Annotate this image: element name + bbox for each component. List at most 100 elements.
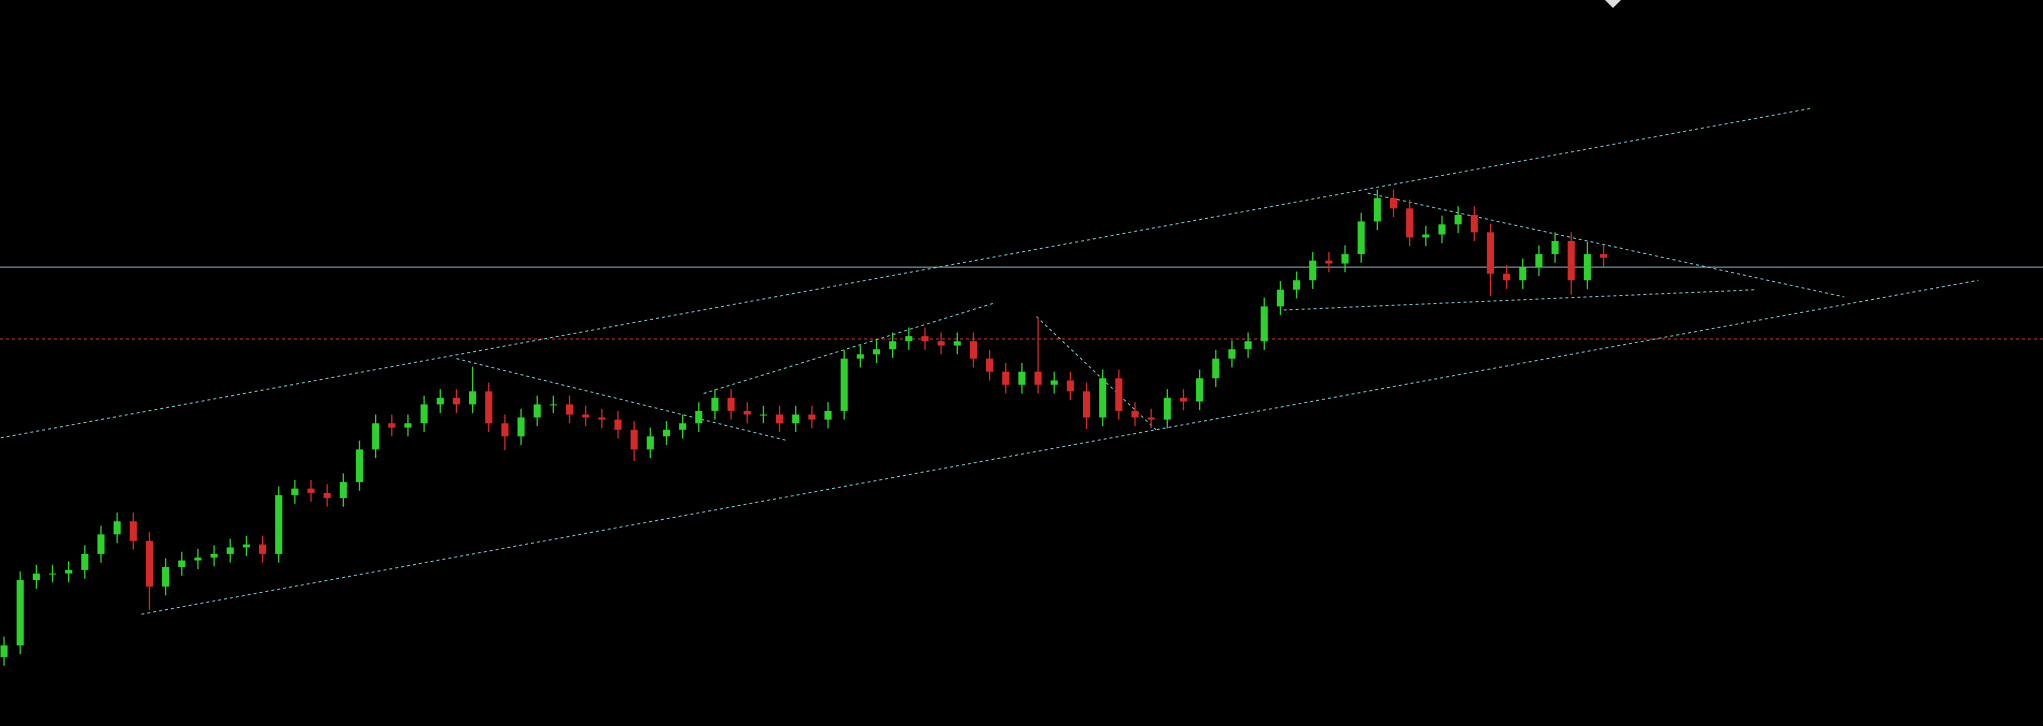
candle-body [258,544,267,554]
candle-body [856,354,864,359]
candle-body [178,560,186,568]
candle-body [953,341,961,346]
candle-body [81,553,89,570]
candle-body [614,419,622,430]
candle-body [549,404,557,406]
candle-body [1583,254,1591,281]
candle-body [1519,267,1527,281]
candle-body [1260,306,1268,342]
candle-body [1115,378,1123,411]
candle-body [743,410,751,415]
candle-body [1470,214,1478,233]
cursor-marker [1605,0,1621,8]
candle-body [1131,410,1139,418]
candle-body [0,645,8,658]
candle-body [1034,371,1042,385]
candle-body [1422,234,1430,238]
candle-body [1551,241,1559,255]
candle-body [194,557,202,561]
candle-body [889,341,897,350]
candle-body [1341,254,1349,264]
candle-body [937,341,945,346]
candle-body [1018,371,1026,385]
candle-body [598,417,606,420]
candle-body [679,423,687,430]
candle-body [226,547,234,554]
candle-body [1599,254,1608,258]
candle-body [1389,198,1398,209]
candle-body [291,488,299,496]
candle-body [1002,371,1010,385]
candle-body [485,391,493,424]
trend-line [1283,289,1758,311]
candle-body [986,358,994,372]
candle-body [1196,378,1204,402]
candle-body [872,349,881,355]
candle-body [808,414,816,420]
candle-body [1179,397,1188,402]
candle-body [452,397,460,405]
candle-body [210,553,218,558]
candle-body [307,488,315,493]
candle-body [355,449,364,483]
candle-body [372,423,380,450]
candle-body [695,410,703,424]
candle-body [339,482,347,499]
candle-body [1212,358,1220,379]
candle-body [1082,391,1091,418]
candle-body [420,404,428,424]
candle-body [646,436,654,450]
trend-line [0,107,1813,439]
candle-body [275,495,283,554]
candle-body [565,404,574,415]
candle-body [776,414,784,424]
candle-body [129,521,137,541]
candle-body [162,567,170,587]
candle-body [1228,349,1236,359]
trend-line [456,358,788,442]
candle-body [662,429,671,437]
candle-body [792,414,800,424]
candle-body [1357,221,1365,255]
candle-body [921,336,929,342]
candle-body [1276,289,1284,307]
candle-body [65,569,73,574]
candle-body [1406,208,1414,238]
candle-body [582,414,590,418]
candle-body [436,397,444,405]
candle-body [969,341,977,359]
trend-line [141,279,1979,615]
candle-body [1373,198,1381,222]
candle-body [242,544,250,548]
candle-body [1147,417,1155,420]
candle-body [905,336,913,342]
candle-body [113,521,121,535]
candle-body [840,358,848,411]
candle-body [1099,378,1107,418]
candle-body [404,423,412,428]
candle-body [1503,273,1511,281]
candle-body [323,492,331,499]
candle-body [1293,280,1301,290]
candle-body [1438,224,1446,235]
candle-body [97,534,105,554]
candle-body [388,423,396,428]
candle-body [48,573,57,575]
candle-body [1050,380,1058,385]
candle-body [1567,241,1575,281]
candle-body [711,397,719,411]
candle-body [1309,260,1317,281]
trend-line [703,302,993,394]
candle-body [727,397,735,411]
candle-body [1454,214,1462,225]
candle-body [1325,260,1333,264]
candle-body [1163,397,1171,420]
candle-body [469,391,477,405]
candle-body [1244,341,1252,350]
candle-body [759,414,767,416]
candle-body [145,540,154,587]
candle-body [824,410,832,420]
candle-body [501,423,509,437]
